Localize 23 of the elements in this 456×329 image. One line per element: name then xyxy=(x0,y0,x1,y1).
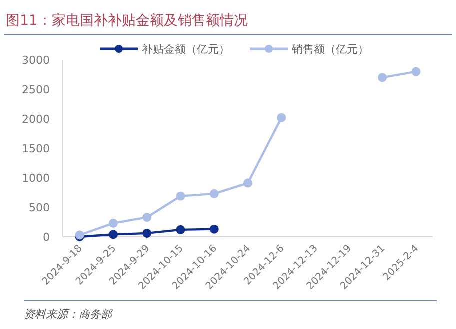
point xyxy=(277,113,286,122)
point xyxy=(210,189,219,198)
point xyxy=(210,224,219,234)
legend-label: 销售额（亿元） xyxy=(291,43,369,56)
y-tick-label: 3000 xyxy=(22,54,50,67)
point xyxy=(176,192,186,201)
point xyxy=(378,73,388,82)
point xyxy=(108,218,118,228)
point xyxy=(244,178,252,188)
y-tick-label: 2500 xyxy=(22,84,50,96)
text: 资料来源：商务部 xyxy=(24,308,114,321)
y-tick-label: 1500 xyxy=(22,142,50,156)
y-tick-label: 1000 xyxy=(22,172,50,185)
y-tick-label: 0 xyxy=(43,231,50,244)
chart-title: 图11：家电国补补贴金额及销售额情况 xyxy=(6,13,248,29)
legend-label: 补贴金额（亿元） xyxy=(142,43,230,56)
point xyxy=(142,213,152,222)
y-tick-label: 2000 xyxy=(22,113,50,126)
point xyxy=(412,67,421,76)
point xyxy=(176,225,186,234)
point xyxy=(142,228,152,238)
y-tick-label: 500 xyxy=(29,202,50,214)
point xyxy=(108,230,118,240)
